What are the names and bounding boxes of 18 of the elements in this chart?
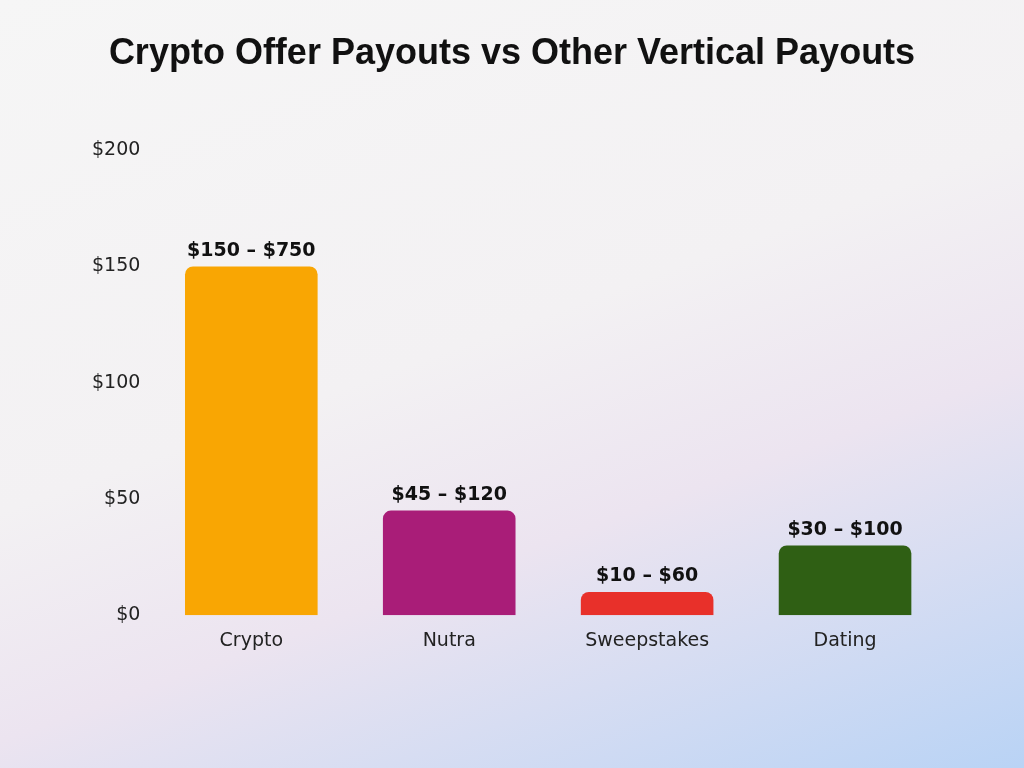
y-tick-label: $0: [116, 602, 141, 625]
x-tick-label: Dating: [813, 627, 877, 650]
bar: [185, 266, 318, 616]
y-tick-label: $100: [91, 369, 141, 392]
x-tick-label: Sweepstakes: [585, 627, 710, 650]
data-label: $10 – $60: [596, 563, 699, 586]
data-label: $150 – $750: [187, 237, 316, 260]
data-label: $30 – $100: [787, 516, 903, 539]
x-tick-label: Crypto: [219, 627, 284, 650]
y-tick-label: $50: [104, 485, 141, 508]
bar: [580, 591, 714, 616]
bar: [382, 510, 516, 616]
x-tick-label: Nutra: [422, 627, 476, 650]
y-tick-label: $200: [91, 137, 141, 160]
bar: [778, 545, 912, 616]
data-label: $45 – $120: [391, 482, 507, 505]
y-tick-label: $150: [91, 253, 141, 276]
chart-title: Crypto Offer Payouts vs Other Vertical Payouts: [108, 30, 916, 72]
